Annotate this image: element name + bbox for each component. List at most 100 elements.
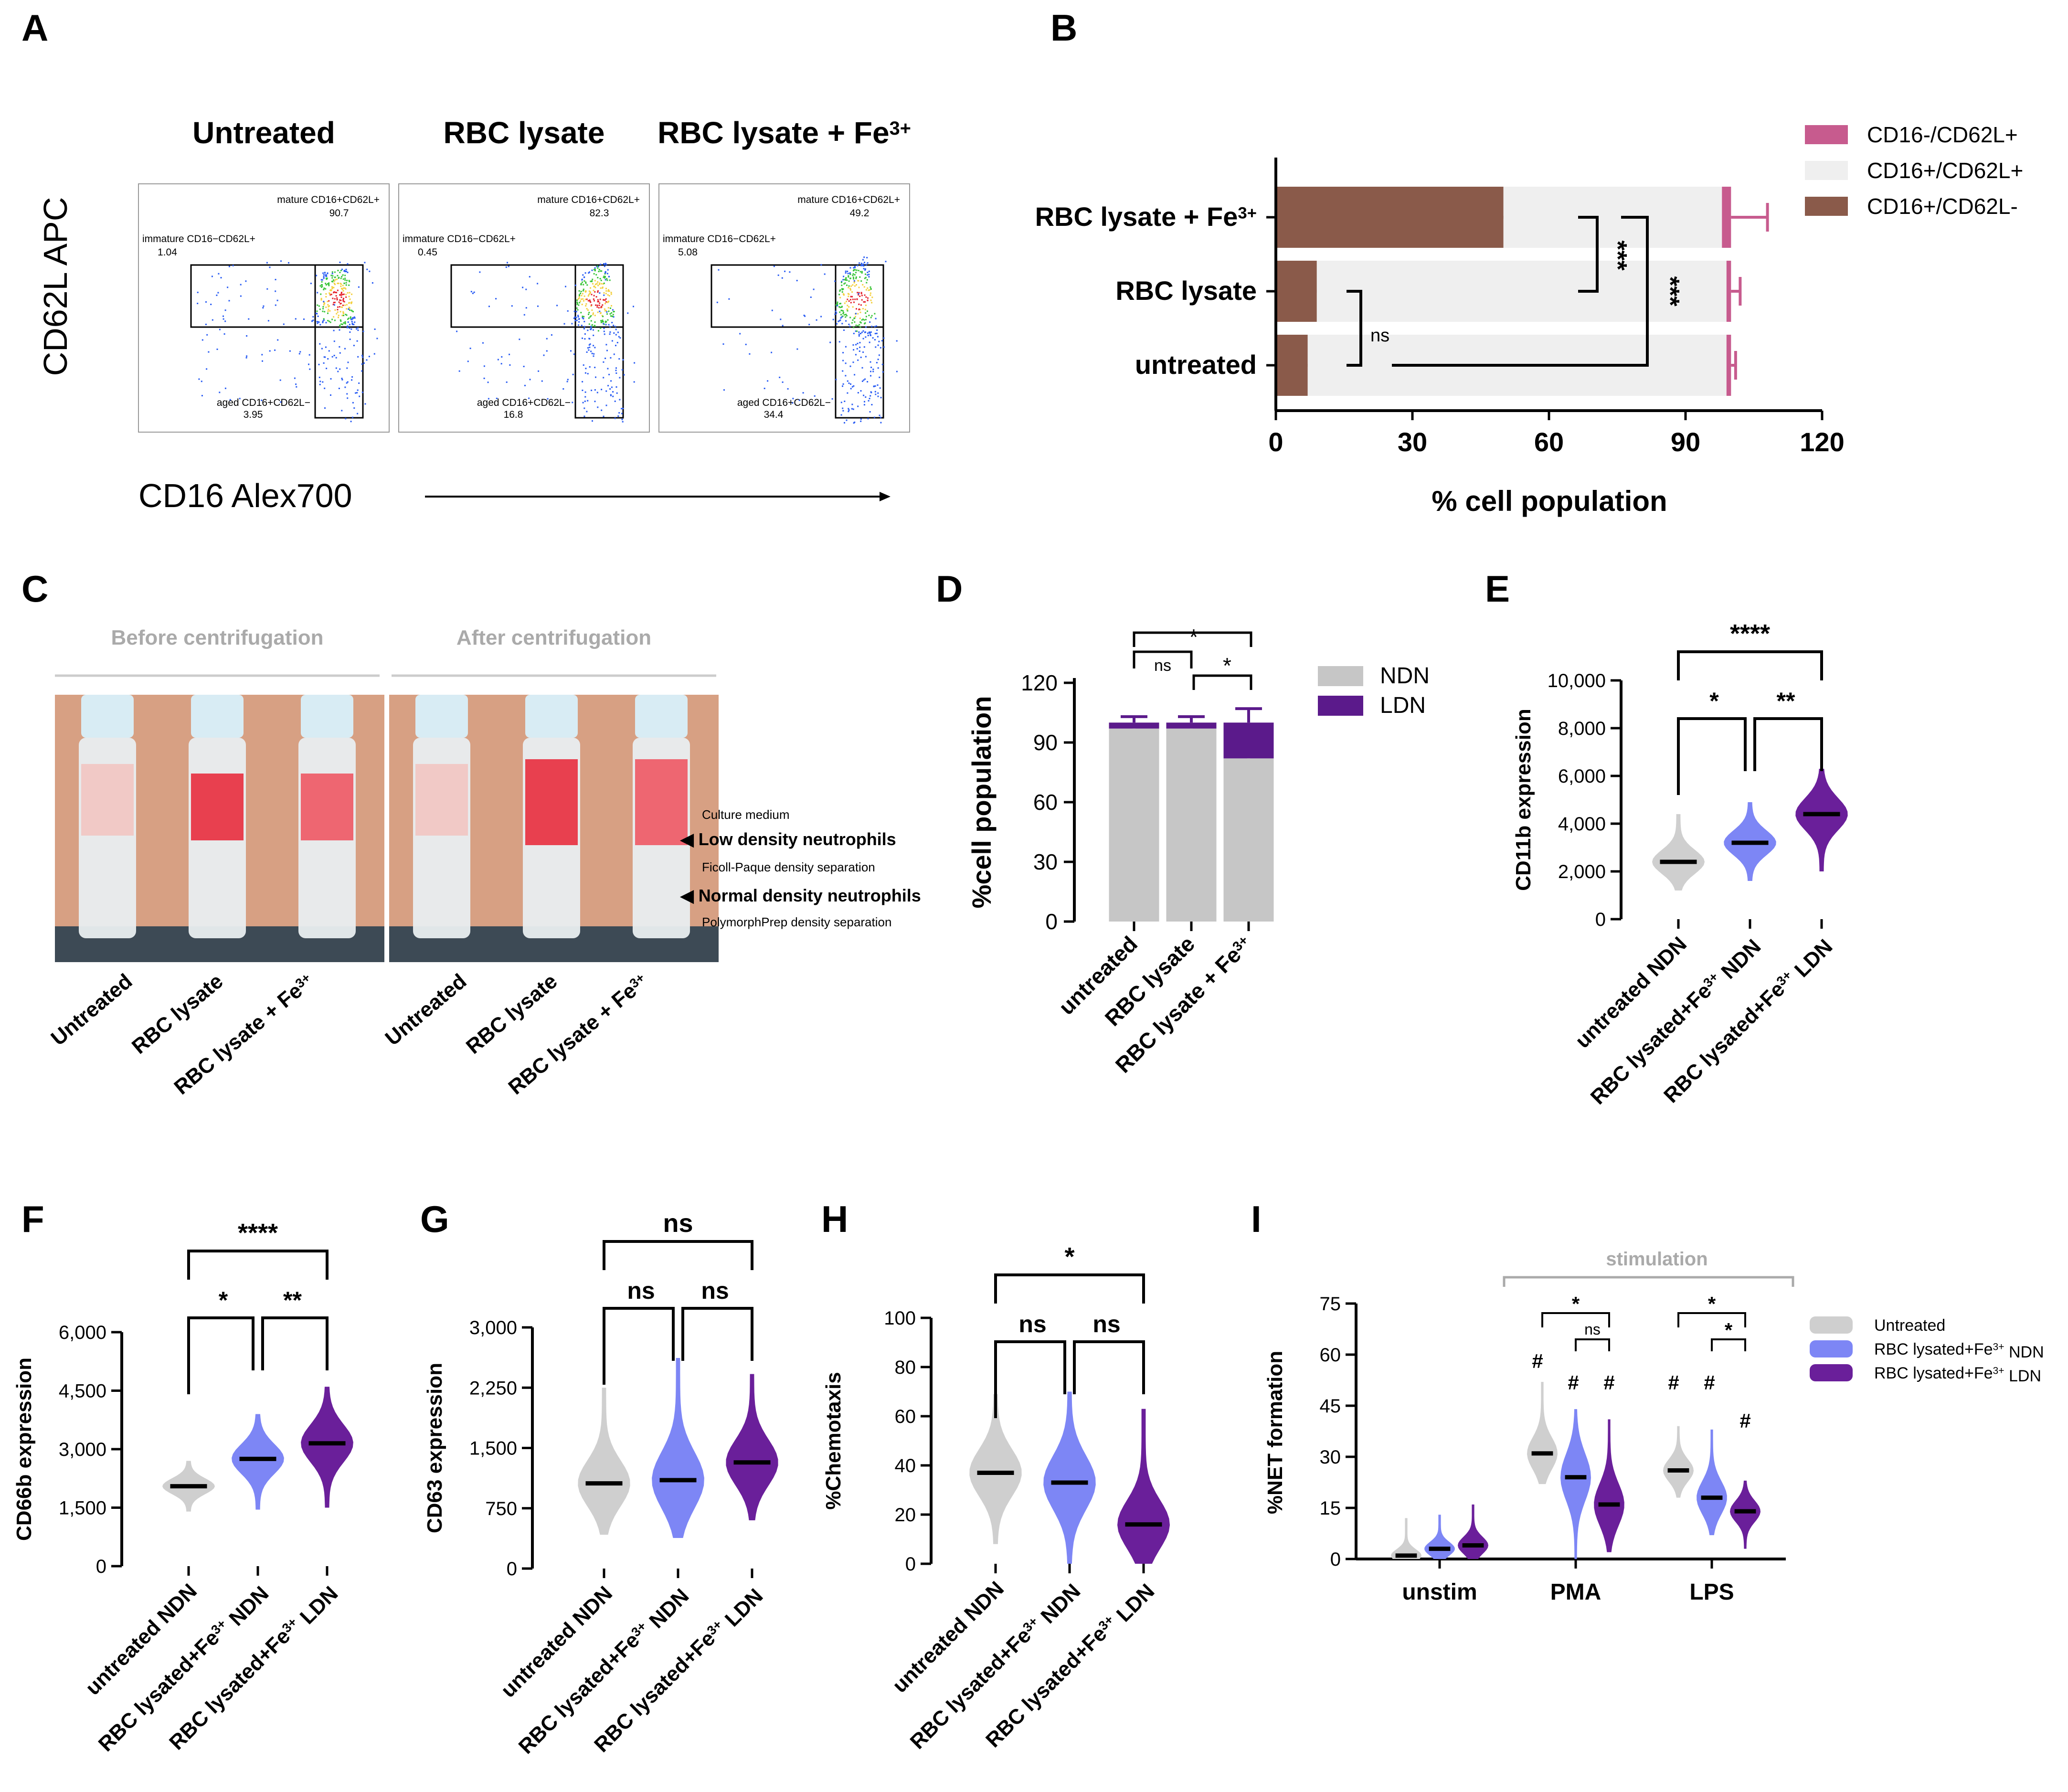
event-dot	[604, 263, 606, 265]
event-dot	[576, 319, 578, 321]
event-dot	[862, 308, 864, 309]
event-dot	[855, 277, 857, 279]
violin	[1795, 769, 1848, 871]
event-dot	[594, 315, 596, 317]
event-dot	[328, 282, 330, 284]
event-dot	[345, 296, 347, 298]
event-dot	[590, 301, 592, 303]
sig-label: *	[1572, 1293, 1580, 1315]
event-dot	[866, 282, 868, 284]
event-dot	[608, 295, 610, 297]
event-dot	[335, 367, 337, 369]
event-dot	[331, 280, 333, 282]
event-dot	[342, 311, 344, 313]
event-dot	[594, 286, 595, 287]
event-dot	[320, 279, 322, 281]
bar-LDN	[1109, 722, 1159, 729]
event-dot	[586, 298, 588, 300]
event-dot	[872, 371, 874, 372]
mature-gate-value: 49.2	[850, 208, 870, 219]
event-dot	[592, 278, 594, 280]
event-dot	[581, 279, 583, 281]
event-dot	[859, 311, 861, 313]
event-dot	[845, 277, 847, 279]
event-dot	[603, 276, 605, 277]
event-dot	[324, 356, 326, 358]
event-dot	[581, 298, 582, 300]
event-dot	[589, 346, 591, 348]
event-dot	[584, 396, 586, 398]
event-dot	[615, 372, 617, 374]
event-dot	[837, 304, 838, 306]
event-dot	[841, 316, 843, 318]
event-dot	[350, 318, 352, 320]
event-dot	[845, 272, 847, 274]
event-dot	[582, 290, 584, 292]
event-dot	[745, 343, 747, 345]
event-dot	[308, 363, 309, 365]
event-dot	[611, 386, 613, 388]
bar-CD16-/CD62L+	[1722, 187, 1731, 248]
event-dot	[722, 343, 724, 345]
event-dot	[874, 385, 876, 387]
event-dot	[771, 351, 773, 353]
violin	[578, 1388, 630, 1535]
event-dot	[848, 287, 849, 288]
event-dot	[612, 395, 614, 397]
event-dot	[228, 300, 230, 302]
sig-bracket	[187, 1316, 255, 1394]
event-dot	[841, 291, 843, 293]
event-dot	[340, 297, 342, 298]
legend-swatch	[1805, 197, 1848, 216]
event-dot	[859, 262, 860, 264]
event-dot	[854, 265, 856, 267]
event-dot	[216, 349, 218, 350]
event-dot	[603, 328, 605, 329]
event-dot	[609, 333, 611, 335]
y-tick-label: 1,500	[469, 1438, 517, 1459]
event-dot	[840, 317, 842, 319]
event-dot	[351, 323, 353, 325]
event-dot	[369, 270, 371, 272]
flow-plot	[138, 183, 390, 433]
event-dot	[573, 318, 575, 319]
event-dot	[784, 270, 786, 272]
sig-label: ns	[1018, 1311, 1046, 1337]
event-dot	[844, 401, 846, 402]
event-dot	[611, 340, 613, 342]
sig-label: ns	[701, 1277, 729, 1304]
sig-bracket	[1133, 631, 1252, 647]
event-dot	[322, 321, 324, 323]
event-dot	[842, 410, 844, 412]
event-dot	[332, 275, 334, 277]
event-dot	[330, 394, 331, 396]
event-dot	[374, 329, 376, 330]
event-dot	[576, 307, 578, 309]
event-dot	[567, 310, 569, 312]
event-dot	[606, 350, 608, 351]
event-dot	[349, 327, 350, 329]
event-dot	[342, 285, 344, 286]
event-dot	[344, 279, 346, 281]
event-dot	[310, 283, 312, 285]
event-dot	[590, 350, 592, 352]
event-dot	[604, 303, 606, 305]
event-dot	[316, 321, 318, 323]
event-dot	[602, 319, 604, 321]
event-dot	[334, 276, 336, 278]
event-dot	[599, 298, 601, 300]
event-dot	[587, 300, 589, 302]
legend-label: LDN	[1380, 693, 1426, 718]
event-dot	[820, 316, 822, 318]
event-dot	[604, 310, 606, 312]
event-dot	[881, 363, 883, 365]
event-dot	[274, 349, 276, 351]
event-dot	[849, 317, 851, 318]
event-dot	[601, 283, 603, 285]
event-dot	[322, 308, 324, 309]
aged-gate-value: 3.95	[244, 409, 263, 420]
event-dot	[331, 318, 333, 320]
event-dot	[869, 411, 871, 413]
x-tick-label: 120	[1800, 427, 1844, 457]
event-dot	[584, 372, 586, 374]
